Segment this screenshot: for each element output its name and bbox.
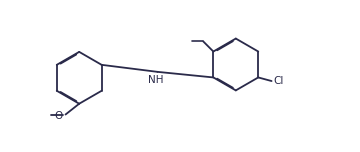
Text: Cl: Cl [274,76,284,86]
Text: O: O [54,111,62,121]
Text: NH: NH [148,75,163,85]
